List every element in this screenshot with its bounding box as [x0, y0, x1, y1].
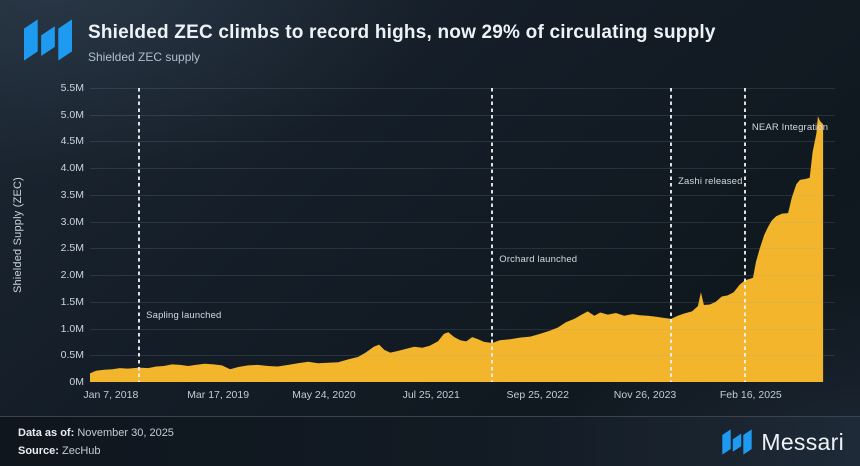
- brand-wordmark: Messari: [761, 428, 844, 455]
- data-as-of-value: November 30, 2025: [77, 427, 174, 439]
- page-title: Shielded ZEC climbs to record highs, now…: [88, 22, 716, 43]
- y-tick-label: 4.5M: [60, 135, 84, 148]
- plot-area: Sapling launched Orchard launched Zashi re…: [90, 88, 835, 382]
- source-value: ZecHub: [62, 445, 101, 457]
- x-axis: Jan 7, 2018 Mar 17, 2019 May 24, 2020 Jul 2…: [83, 389, 835, 405]
- y-tick-label: 0M: [69, 376, 84, 388]
- source: Source: ZecHub: [18, 442, 174, 460]
- messari-logo-icon: [24, 19, 72, 61]
- gridline: [90, 141, 835, 143]
- gridline: [90, 194, 835, 196]
- y-tick-label: 4.0M: [60, 162, 84, 175]
- messari-logo-icon: [722, 429, 753, 455]
- area-series-svg: [90, 116, 824, 382]
- footer-brand: Messari: [722, 417, 844, 466]
- gridline: [90, 301, 835, 303]
- y-tick-label: 5.5M: [60, 82, 84, 94]
- y-tick-label: 1.5M: [60, 295, 84, 308]
- gridline: [90, 114, 835, 116]
- event-line: [491, 88, 494, 382]
- page-subtitle: Shielded ZEC supply: [88, 50, 201, 64]
- x-tick-label: Jan 7, 2018: [83, 389, 139, 401]
- header: Shielded ZEC climbs to record highs, now…: [24, 17, 716, 64]
- footer: Data as of: November 30, 2025 Source: Ze…: [0, 416, 860, 466]
- y-tick-label: 3.5M: [60, 188, 84, 201]
- gridline: [90, 328, 835, 330]
- event-line: [743, 88, 746, 382]
- source-label: Source:: [18, 445, 59, 457]
- event-label: Sapling launched: [146, 309, 222, 321]
- gridline: [90, 221, 835, 223]
- y-axis: 5.5M 5.0M 4.5M 4.0M 3.5M 3.0M 2.5M 2.0M 1.5M 1.0M…: [0, 82, 84, 388]
- event-line: [138, 88, 141, 382]
- event-line: [670, 88, 673, 382]
- x-tick-label: Feb 16, 2025: [719, 389, 782, 401]
- y-tick-label: 5.0M: [60, 108, 84, 121]
- gridline: [90, 355, 835, 357]
- gridline: [90, 275, 835, 277]
- data-as-of: Data as of: November 30, 2025: [18, 424, 174, 442]
- event-label: NEAR Integration: [751, 121, 829, 133]
- x-tick-label: Sep 25, 2022: [506, 389, 569, 401]
- data-as-of-label: Data as of:: [18, 427, 75, 439]
- y-tick-label: 3.0M: [60, 215, 84, 228]
- header-text: Shielded ZEC climbs to record highs, now…: [88, 17, 716, 64]
- y-tick-label: 0.5M: [60, 349, 84, 362]
- event-label: Orchard launched: [499, 254, 578, 266]
- x-tick-label: Nov 26, 2023: [613, 389, 677, 401]
- event-label: Zashi released: [678, 176, 743, 188]
- shielded-supply-area: [90, 116, 824, 382]
- x-tick-label: Jul 25, 2021: [402, 389, 460, 401]
- y-tick-label: 2.5M: [60, 242, 84, 255]
- gridline: [90, 168, 835, 170]
- gridline: [90, 88, 835, 89]
- y-tick-label: 2.0M: [60, 269, 84, 282]
- x-tick-label: May 24, 2020: [292, 389, 356, 401]
- x-tick-label: Mar 17, 2019: [187, 389, 250, 401]
- y-tick-label: 1.0M: [60, 322, 84, 335]
- gridline: [90, 248, 835, 250]
- footer-meta: Data as of: November 30, 2025 Source: Ze…: [18, 424, 174, 460]
